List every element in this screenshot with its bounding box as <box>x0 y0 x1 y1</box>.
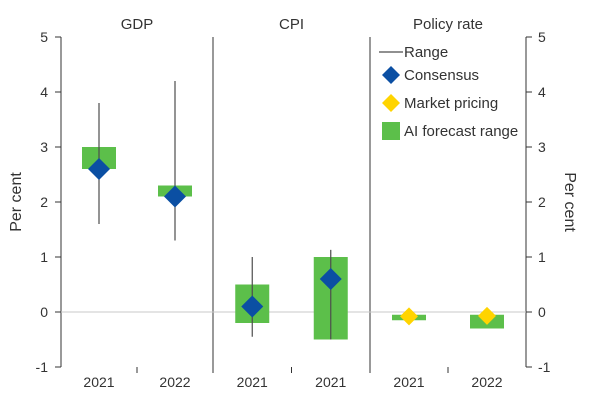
y-tick-label: 4 <box>40 84 48 100</box>
legend-label-range: Range <box>404 44 448 61</box>
legend: Range Consensus Market pricing AI forecast … <box>379 44 518 140</box>
legend-swatch-consensus <box>382 66 400 84</box>
y-tick-label: 4 <box>538 84 546 100</box>
y-axis-label-right: Per cent <box>561 172 578 232</box>
y-axis-label-left: Per cent <box>8 172 25 232</box>
y-tick-label: 1 <box>40 249 48 265</box>
y-tick-label: 0 <box>40 304 48 320</box>
y-tick-label: 1 <box>538 249 546 265</box>
market-pricing-marker <box>478 306 496 325</box>
y-tick-label: 2 <box>538 194 546 210</box>
consensus-marker <box>164 185 186 208</box>
panel-titles: GDP CPI Policy rate <box>121 16 483 33</box>
y-tick-label: 0 <box>538 304 546 320</box>
y-tick-label: 2 <box>40 194 48 210</box>
legend-label-ai-forecast-range: AI forecast range <box>404 123 518 140</box>
y-tick-label: -1 <box>36 359 49 375</box>
y-axis-right: 5 4 3 2 1 0 -1 <box>526 29 551 375</box>
legend-swatch-ai-forecast-range <box>382 122 400 140</box>
y-tick-label: 3 <box>40 139 48 155</box>
legend-label-market-pricing: Market pricing <box>404 95 498 112</box>
legend-swatch-market-pricing <box>382 94 400 112</box>
chart-marks <box>82 81 504 340</box>
x-tick-label: 2021 <box>315 374 346 390</box>
x-axis: 2021 2022 2021 2021 2021 2022 <box>83 367 503 390</box>
consensus-marker <box>88 158 110 180</box>
x-tick-label: 2022 <box>471 374 502 390</box>
panel-title: GDP <box>121 16 154 33</box>
y-tick-label: 5 <box>40 29 48 45</box>
y-tick-label: 5 <box>538 29 546 45</box>
y-tick-label: -1 <box>538 359 551 375</box>
consensus-marker <box>319 268 342 290</box>
y-axis-left: 5 4 3 2 1 0 -1 <box>36 29 61 375</box>
y-tick-label: 3 <box>538 139 546 155</box>
x-tick-label: 2021 <box>83 374 114 390</box>
x-tick-label: 2021 <box>237 374 268 390</box>
market-pricing-marker <box>400 307 418 326</box>
consensus-marker <box>241 295 264 318</box>
panel-title: CPI <box>279 16 304 33</box>
panel-title: Policy rate <box>413 16 483 33</box>
plot-frame <box>60 37 527 367</box>
legend-label-consensus: Consensus <box>404 67 479 84</box>
x-tick-label: 2022 <box>159 374 190 390</box>
x-tick-label: 2021 <box>393 374 424 390</box>
